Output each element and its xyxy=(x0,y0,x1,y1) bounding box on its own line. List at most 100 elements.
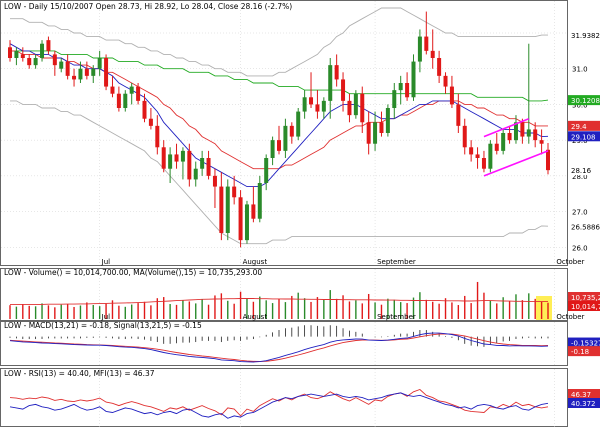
y-tick-label-4: 28.0 xyxy=(572,173,588,181)
rsi-line xyxy=(9,388,549,417)
price-badge-3-bg xyxy=(568,131,600,142)
candle-75 xyxy=(488,140,493,173)
macd-title: LOW - MACD(13,21) = -0.18, Signal(13,21,… xyxy=(4,321,202,330)
candle-48 xyxy=(315,90,320,119)
candle-body xyxy=(366,122,371,144)
candle-53 xyxy=(347,93,352,123)
candle-body xyxy=(180,150,185,162)
candle-body xyxy=(225,186,230,233)
candle-body xyxy=(161,147,166,169)
macd-badge-macd-bg xyxy=(568,346,600,357)
volume-bars xyxy=(9,281,549,319)
candle-57 xyxy=(373,111,378,151)
candle-body xyxy=(97,58,102,69)
candle-14 xyxy=(97,50,102,76)
candle-82 xyxy=(533,122,538,148)
candle-71 xyxy=(462,118,467,155)
candle-body xyxy=(430,50,435,58)
volume-ma-line xyxy=(10,298,548,305)
candle-25 xyxy=(168,147,173,183)
candle-body xyxy=(328,65,333,101)
macd-line xyxy=(9,332,549,363)
candle-body xyxy=(148,118,153,126)
candle-body xyxy=(187,150,192,180)
volume-month-label-1: August xyxy=(243,313,268,321)
candle-body xyxy=(289,125,294,137)
candle-body xyxy=(219,186,224,233)
candle-body xyxy=(411,61,416,98)
candle-body xyxy=(277,140,281,151)
candle-42 xyxy=(277,125,281,155)
volume-badges: 10,735,2910,014,70 xyxy=(568,292,600,311)
candle-body xyxy=(334,65,339,80)
candle-46 xyxy=(302,90,307,119)
candle-60 xyxy=(392,83,397,119)
candle-40 xyxy=(264,154,269,191)
candle-body xyxy=(341,79,346,101)
rsi-badge-rsi-bg xyxy=(568,398,600,408)
candle-81 xyxy=(526,43,531,144)
volume-highlight xyxy=(536,296,552,320)
candle-56 xyxy=(366,111,371,155)
candle-body xyxy=(40,43,45,58)
candle-body xyxy=(78,68,83,80)
candle-body xyxy=(20,54,25,58)
candle-body xyxy=(257,183,262,219)
candle-body xyxy=(309,97,314,105)
volume-month-label-0: Jul xyxy=(101,313,111,321)
candle-body xyxy=(168,154,173,169)
macd-badge-macd: -0.18 xyxy=(571,348,589,356)
price-badge-0: 31.9382 xyxy=(571,32,600,40)
volume-badge-ma-bg xyxy=(568,292,600,302)
channel-line-0 xyxy=(483,117,530,138)
candle-body xyxy=(206,158,211,176)
macd-histogram xyxy=(9,325,549,347)
candle-body xyxy=(373,122,378,144)
candle-body xyxy=(142,100,147,119)
candle-body xyxy=(84,68,89,76)
candle-body xyxy=(129,86,134,94)
candle-1 xyxy=(14,47,19,66)
rsi-title: LOW - RSI(13) = 40.40, MFI(13) = 46.37 xyxy=(4,369,155,378)
macd-badge-signal: -0.15327 xyxy=(571,340,600,348)
price-badge-1-bg xyxy=(568,95,600,106)
y-tick-label-6: 26.0 xyxy=(572,244,588,252)
candle-52 xyxy=(341,72,346,112)
candle-45 xyxy=(296,108,301,141)
candle-70 xyxy=(456,93,461,133)
candle-2 xyxy=(20,47,25,62)
rsi-panel: LOW - RSI(13) = 40.40, MFI(13) = 46.37 4… xyxy=(0,368,600,427)
volume-month-labels: Jul August September October xyxy=(101,313,585,321)
macd-badges: -0.15327-0.18 xyxy=(568,337,600,357)
month-label-3: October xyxy=(556,258,584,266)
price-badge-2-bg xyxy=(568,120,600,131)
price-badge-1: 30.1208 xyxy=(571,97,600,105)
candle-17 xyxy=(116,86,121,112)
candle-39 xyxy=(257,175,262,223)
rsi-badge-mfi-bg xyxy=(568,389,600,399)
macd-badge-signal-bg xyxy=(568,337,600,348)
price-badge-0-bg xyxy=(568,30,600,41)
price-badge-5: 26.5886 xyxy=(571,223,600,231)
candle-74 xyxy=(481,150,486,173)
candle-13 xyxy=(91,65,96,83)
price-title: LOW - Daily 15/10/2007 Open 28.73, Hi 28… xyxy=(4,2,292,11)
candle-body xyxy=(200,158,205,169)
macd-panel: LOW - MACD(13,21) = -0.18, Signal(13,21,… xyxy=(0,321,600,366)
macd-lines xyxy=(9,332,549,363)
candle-68 xyxy=(443,72,448,94)
candle-58 xyxy=(379,111,384,137)
candle-body xyxy=(33,58,38,66)
price-panel: LOW - Daily 15/10/2007 Open 28.73, Hi 28… xyxy=(0,0,600,266)
candle-body xyxy=(392,90,397,108)
candle-body xyxy=(110,86,115,94)
volume-panel: LOW - Volume() = 10,014,700.00, MA(Volum… xyxy=(0,268,600,321)
candle-9 xyxy=(65,54,70,80)
candle-body xyxy=(347,100,352,116)
candle-body xyxy=(507,133,512,141)
candle-body xyxy=(91,68,96,76)
candle-6 xyxy=(46,36,51,55)
candle-32 xyxy=(212,168,217,208)
candle-54 xyxy=(353,90,358,119)
